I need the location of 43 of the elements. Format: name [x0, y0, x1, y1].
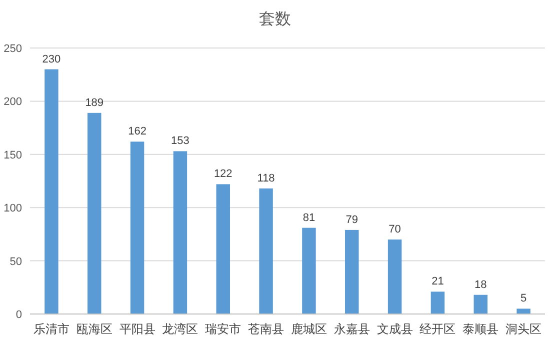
y-tick-label: 150: [4, 149, 22, 162]
data-label: 79: [346, 214, 358, 226]
y-tick-label: 200: [4, 96, 22, 108]
bar: [44, 69, 58, 314]
data-label: 189: [85, 96, 104, 109]
x-tick-label: 平阳县: [119, 322, 156, 336]
data-label: 162: [128, 126, 146, 138]
data-label: 153: [171, 135, 190, 148]
bar: [173, 151, 188, 314]
y-tick-label: 250: [4, 43, 22, 55]
bar: [88, 112, 102, 314]
x-tick-label: 经开区: [420, 322, 456, 336]
y-tick-label: 50: [10, 256, 22, 268]
data-label: 18: [474, 278, 487, 291]
x-tick-label: 永嘉县: [334, 322, 370, 336]
x-tick-label: 文成县: [376, 322, 413, 336]
data-label: 81: [302, 212, 316, 224]
y-tick-label: 0: [16, 309, 22, 321]
y-tick-label: 100: [4, 202, 22, 215]
x-tick-label: 苍南县: [248, 322, 284, 336]
data-label: 118: [257, 172, 275, 184]
x-tick-label: 泰顺县: [462, 322, 499, 336]
bar: [474, 294, 488, 314]
chart-title: 套数: [259, 11, 291, 28]
x-tick-label: 瓯海区: [76, 322, 112, 336]
x-tick-label: 龙湾区: [162, 322, 198, 336]
data-label: 122: [214, 168, 232, 180]
x-tick-label: 乐清市: [33, 322, 70, 336]
data-label: 70: [388, 224, 401, 236]
bar: [388, 240, 402, 314]
data-label: 5: [520, 292, 527, 305]
x-tick-label: 瑞安市: [205, 322, 242, 336]
data-label: 21: [432, 276, 444, 288]
bar: [430, 292, 445, 314]
data-label: 230: [42, 53, 61, 66]
bar: [516, 308, 530, 314]
bar: [130, 142, 144, 314]
bar: [259, 188, 273, 314]
bar: [345, 230, 359, 314]
bar: [216, 184, 230, 314]
x-tick-label: 鹿城区: [290, 322, 327, 336]
x-tick-label: 洞头区: [506, 322, 542, 336]
bar: [302, 228, 316, 314]
